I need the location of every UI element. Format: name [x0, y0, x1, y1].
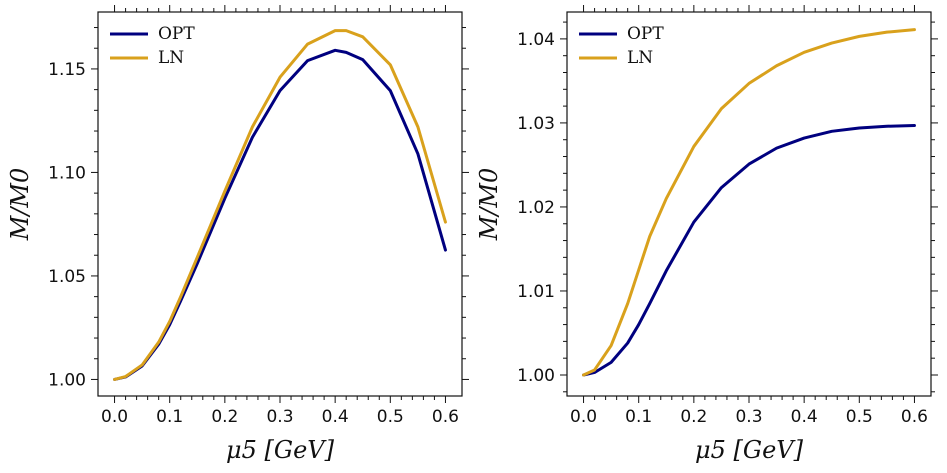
chart-panel-1: 0.0 0.1 0.2 0.3 0.4 0.5 0.6 1.00 1.05 1.10 1.15 μ5 …	[6, 5, 469, 464]
legend-label-ln: LN	[158, 48, 184, 68]
x-tick-label: 0.0	[101, 407, 128, 427]
x-tick-label: 0.1	[156, 407, 183, 427]
y-tick-label: 1.01	[517, 282, 555, 302]
x-tick-label: 0.2	[211, 407, 238, 427]
legend-label-ln: LN	[627, 48, 653, 68]
x-tick-label: 0.6	[432, 407, 459, 427]
x-tick-label: 0.1	[625, 407, 652, 427]
y-axis-label: M/M0	[6, 168, 34, 242]
x-tick-label: 0.4	[322, 407, 349, 427]
y-tick-label: 1.03	[517, 114, 555, 134]
y-tick-label: 1.00	[517, 366, 555, 386]
y-tick-label: 1.00	[48, 370, 86, 390]
plot-frame	[97, 11, 463, 397]
series-line-ln	[113, 29, 447, 381]
y-tick-label: 1.10	[48, 163, 86, 183]
legend: OPT LN	[110, 24, 195, 68]
series-line-opt	[582, 123, 916, 377]
y-tick-label: 1.02	[517, 198, 555, 218]
x-tick-label: 0.2	[680, 407, 707, 427]
x-tick-label: 0.5	[846, 407, 873, 427]
x-axis-label: μ5 [GeV]	[695, 436, 804, 464]
legend: OPT LN	[579, 24, 664, 68]
legend-label-opt: OPT	[627, 24, 664, 44]
chart-panel-2: 0.0 0.1 0.2 0.3 0.4 0.5 0.6 1.00 1.01 1.02 1.03 1.0…	[475, 5, 938, 464]
x-tick-label: 0.5	[377, 407, 404, 427]
y-tick-label: 1.04	[517, 30, 555, 50]
x-tick-label: 0.4	[791, 407, 818, 427]
x-axis-label: μ5 [GeV]	[226, 436, 335, 464]
x-tick-label: 0.0	[570, 407, 597, 427]
y-axis-label: M/M0	[475, 168, 503, 242]
x-tick-label: 0.6	[901, 407, 928, 427]
series-line-ln	[582, 28, 916, 377]
x-tick-label: 0.3	[266, 407, 293, 427]
plot-frame	[566, 11, 932, 397]
x-tick-label: 0.3	[735, 407, 762, 427]
legend-label-opt: OPT	[158, 24, 195, 44]
y-tick-label: 1.05	[48, 267, 86, 287]
y-tick-label: 1.15	[48, 60, 86, 80]
